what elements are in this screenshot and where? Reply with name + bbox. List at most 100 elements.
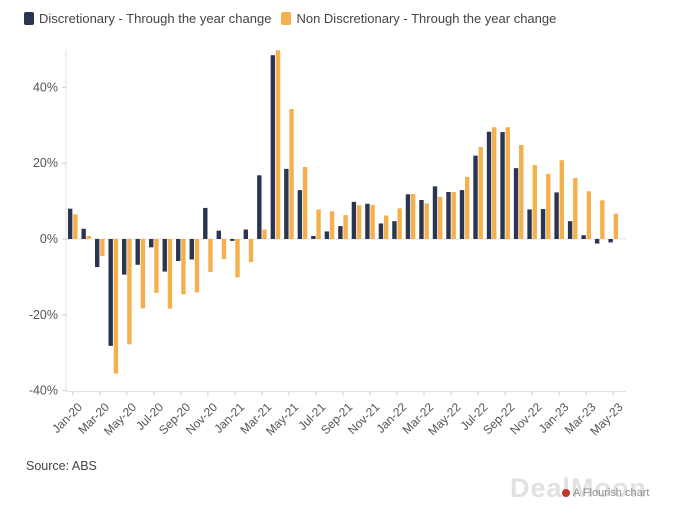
- bar-non-discretionary-nov-22[interactable]: [532, 165, 537, 239]
- bar-discretionary-oct-22[interactable]: [513, 168, 519, 239]
- flourish-brand[interactable]: A Flourish chart: [562, 487, 649, 499]
- bar-discretionary-may-23[interactable]: [608, 239, 613, 243]
- bar-discretionary-jul-20[interactable]: [149, 239, 154, 248]
- bar-discretionary-oct-20[interactable]: [189, 239, 194, 260]
- y-tick-label: -20%: [29, 308, 58, 322]
- label-layer: -40%-20%0%20%40%Jan-20Mar-20May-20Jul-20…: [29, 80, 626, 438]
- bar-discretionary-feb-23[interactable]: [567, 221, 573, 239]
- bar-discretionary-jan-22[interactable]: [392, 221, 397, 239]
- bar-non-discretionary-jun-21[interactable]: [302, 166, 308, 239]
- bar-discretionary-dec-20[interactable]: [216, 230, 221, 239]
- bar-discretionary-jun-20[interactable]: [135, 239, 140, 265]
- bar-non-discretionary-dec-20[interactable]: [221, 239, 227, 260]
- bar-discretionary-apr-20[interactable]: [108, 239, 113, 346]
- chart-legend: Discretionary - Through the year change …: [24, 11, 566, 26]
- bar-non-discretionary-apr-20[interactable]: [113, 239, 119, 374]
- bar-layer: [67, 50, 619, 374]
- bar-non-discretionary-oct-21[interactable]: [356, 205, 362, 239]
- y-tick-label: 40%: [33, 80, 58, 94]
- bar-non-discretionary-feb-23[interactable]: [573, 177, 578, 239]
- bar-non-discretionary-oct-22[interactable]: [519, 145, 524, 239]
- bar-non-discretionary-dec-22[interactable]: [546, 173, 551, 239]
- bar-discretionary-jan-23[interactable]: [554, 192, 559, 239]
- bar-discretionary-apr-21[interactable]: [270, 55, 276, 239]
- source-note: Source: ABS: [26, 459, 97, 473]
- bar-discretionary-feb-22[interactable]: [405, 194, 411, 239]
- bar-non-discretionary-may-22[interactable]: [451, 192, 456, 239]
- bar-discretionary-aug-22[interactable]: [486, 131, 492, 239]
- bar-non-discretionary-mar-21[interactable]: [262, 229, 267, 239]
- bar-non-discretionary-jun-20[interactable]: [140, 239, 146, 309]
- bar-discretionary-oct-21[interactable]: [351, 201, 357, 239]
- bar-discretionary-dec-22[interactable]: [540, 209, 546, 239]
- bar-non-discretionary-apr-22[interactable]: [437, 196, 443, 239]
- bar-non-discretionary-jan-21[interactable]: [235, 239, 240, 278]
- bar-discretionary-sep-22[interactable]: [500, 132, 505, 239]
- bar-discretionary-aug-21[interactable]: [324, 231, 330, 239]
- bar-discretionary-jan-20[interactable]: [67, 208, 73, 239]
- y-tick-label: 0%: [40, 232, 58, 246]
- bar-discretionary-jul-22[interactable]: [473, 155, 478, 239]
- bar-non-discretionary-jan-23[interactable]: [559, 160, 564, 239]
- bar-non-discretionary-jan-20[interactable]: [73, 214, 78, 240]
- flourish-brand-label: A Flourish chart: [573, 487, 650, 499]
- bar-non-discretionary-nov-21[interactable]: [370, 204, 375, 239]
- bar-non-discretionary-feb-21[interactable]: [248, 239, 254, 263]
- bar-discretionary-apr-22[interactable]: [432, 186, 438, 239]
- bar-discretionary-mar-23[interactable]: [581, 235, 586, 239]
- bar-non-discretionary-feb-22[interactable]: [410, 193, 416, 239]
- legend-item-discretionary[interactable]: Discretionary - Through the year change: [24, 11, 271, 26]
- bar-discretionary-jun-22[interactable]: [459, 190, 465, 239]
- bar-discretionary-nov-22[interactable]: [527, 209, 532, 239]
- legend-swatch-discretionary: [24, 12, 34, 25]
- bar-non-discretionary-aug-22[interactable]: [492, 127, 497, 239]
- bar-discretionary-may-22[interactable]: [446, 192, 451, 239]
- bar-chart: -40%-20%0%20%40%Jan-20Mar-20May-20Jul-20…: [29, 49, 626, 438]
- bar-non-discretionary-apr-21[interactable]: [275, 50, 281, 240]
- bar-discretionary-dec-21[interactable]: [378, 223, 384, 239]
- bar-non-discretionary-may-20[interactable]: [127, 239, 132, 345]
- bar-non-discretionary-may-23[interactable]: [613, 213, 619, 239]
- bar-discretionary-nov-21[interactable]: [365, 203, 370, 239]
- bar-non-discretionary-nov-20[interactable]: [208, 239, 213, 272]
- bar-discretionary-mar-21[interactable]: [257, 175, 262, 239]
- flourish-logo-icon: [562, 489, 570, 497]
- bar-discretionary-may-20[interactable]: [122, 239, 127, 275]
- bar-discretionary-mar-22[interactable]: [419, 199, 424, 239]
- bar-discretionary-aug-20[interactable]: [162, 239, 167, 272]
- bar-non-discretionary-may-21[interactable]: [289, 109, 294, 239]
- bar-discretionary-may-21[interactable]: [284, 168, 289, 239]
- legend-label-discretionary: Discretionary - Through the year change: [39, 11, 272, 26]
- bar-non-discretionary-feb-20[interactable]: [86, 235, 92, 239]
- bar-discretionary-feb-21[interactable]: [243, 229, 249, 239]
- bar-non-discretionary-apr-23[interactable]: [600, 200, 605, 239]
- bar-non-discretionary-sep-20[interactable]: [181, 239, 186, 295]
- bar-discretionary-mar-20[interactable]: [94, 239, 100, 268]
- bar-non-discretionary-dec-21[interactable]: [383, 215, 389, 240]
- bar-non-discretionary-sep-21[interactable]: [343, 215, 348, 239]
- bar-non-discretionary-oct-20[interactable]: [194, 239, 200, 293]
- legend-item-non-discretionary[interactable]: Non Discretionary - Through the year cha…: [281, 11, 556, 26]
- watermark: DealMoon: [510, 473, 648, 503]
- bar-discretionary-jun-21[interactable]: [297, 190, 303, 239]
- bar-non-discretionary-aug-21[interactable]: [329, 211, 335, 239]
- bar-non-discretionary-jan-22[interactable]: [397, 208, 402, 239]
- bar-non-discretionary-jul-22[interactable]: [478, 146, 483, 239]
- bar-non-discretionary-aug-20[interactable]: [167, 239, 173, 309]
- y-tick-label: -40%: [29, 384, 58, 398]
- bar-non-discretionary-jun-22[interactable]: [465, 176, 470, 239]
- bar-discretionary-sep-21[interactable]: [338, 226, 343, 239]
- bar-discretionary-sep-20[interactable]: [176, 239, 181, 261]
- bar-non-discretionary-sep-22[interactable]: [505, 127, 510, 239]
- bar-non-discretionary-mar-23[interactable]: [586, 191, 592, 239]
- bar-discretionary-feb-20[interactable]: [81, 228, 86, 239]
- bar-non-discretionary-jul-20[interactable]: [154, 239, 159, 293]
- bar-non-discretionary-mar-22[interactable]: [424, 203, 429, 239]
- bar-discretionary-apr-23[interactable]: [594, 239, 600, 244]
- bar-non-discretionary-jul-21[interactable]: [316, 209, 321, 239]
- bar-discretionary-nov-20[interactable]: [203, 207, 208, 239]
- y-tick-label: 20%: [33, 156, 58, 170]
- bar-non-discretionary-mar-20[interactable]: [100, 239, 105, 257]
- bar-discretionary-jul-21[interactable]: [311, 235, 316, 239]
- bar-discretionary-jan-21[interactable]: [230, 239, 235, 241]
